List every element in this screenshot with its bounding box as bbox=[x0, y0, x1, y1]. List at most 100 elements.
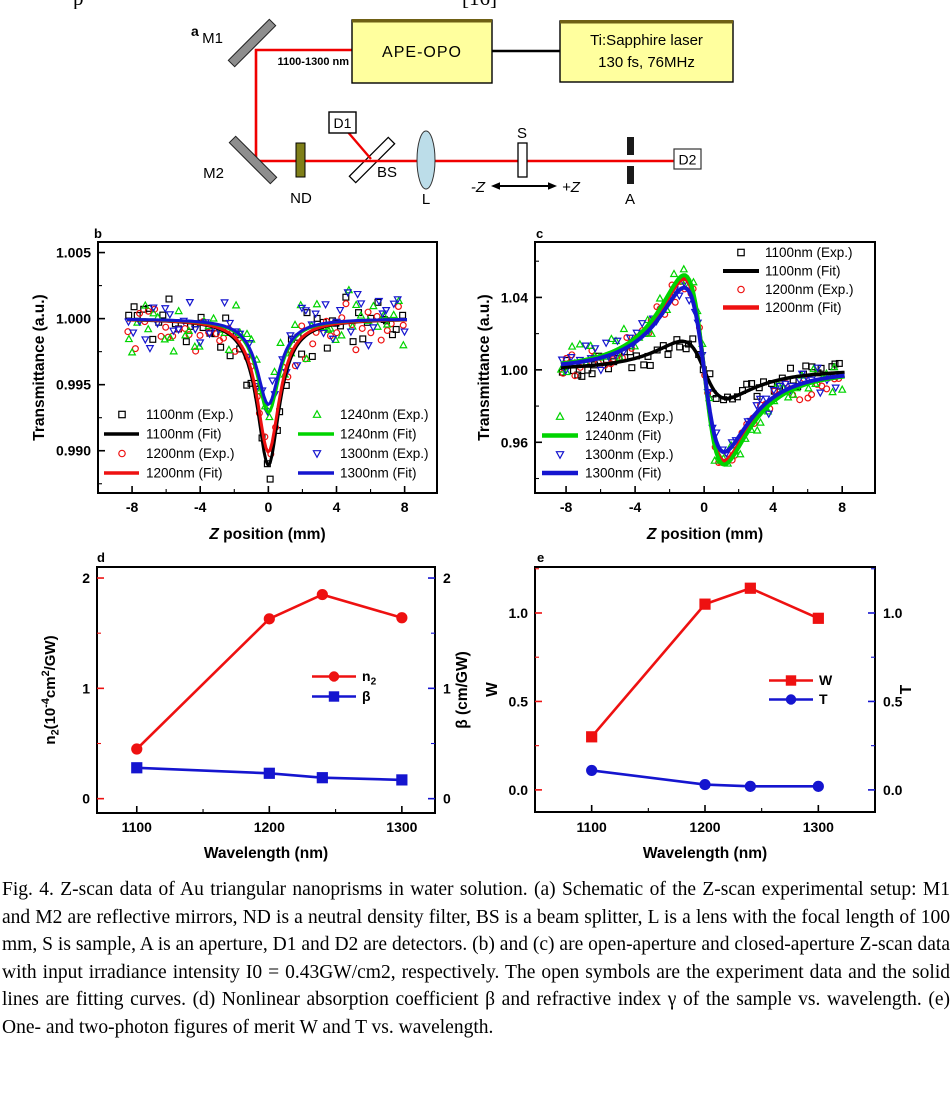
square-marker bbox=[328, 691, 340, 702]
triangle-up-marker bbox=[351, 300, 361, 309]
square-marker bbox=[743, 380, 751, 388]
square-marker bbox=[226, 352, 234, 360]
triangle-down-marker bbox=[328, 335, 338, 344]
triangle-down-marker bbox=[601, 339, 611, 348]
square-marker bbox=[399, 311, 407, 319]
triangle-up-marker bbox=[710, 455, 719, 464]
triangle-down-marker bbox=[301, 307, 311, 316]
triangle-up-marker bbox=[555, 411, 565, 420]
legend-item-label: 1300nm (Exp.) bbox=[340, 446, 429, 461]
mirror-m1-label: M1 bbox=[202, 30, 223, 47]
series-fit-1300nm-fit- bbox=[560, 285, 845, 455]
circle-marker bbox=[131, 743, 143, 755]
triangle-down-marker bbox=[145, 345, 155, 353]
triangle-up-marker bbox=[276, 338, 285, 347]
xtick-label: 1100 bbox=[122, 819, 153, 835]
detector-d1-box bbox=[328, 111, 357, 134]
triangle-down-marker bbox=[128, 329, 138, 338]
triangle-up-marker bbox=[312, 409, 322, 418]
xtick-label: 1200 bbox=[689, 819, 720, 835]
legend-item-label: β bbox=[362, 688, 371, 704]
circle-marker bbox=[808, 391, 816, 399]
square-marker bbox=[699, 598, 711, 610]
zscan-setup-schematic: a M1 M2 1100-1300 nm ND BS D1 L S -Z +Z bbox=[191, 18, 734, 208]
legend-item: 1300nm (Fit) bbox=[298, 466, 417, 481]
triangle-down-marker bbox=[220, 299, 229, 308]
xtick-label: 8 bbox=[401, 499, 409, 515]
triangle-down-marker bbox=[195, 339, 205, 348]
triangle-down-marker bbox=[675, 292, 684, 301]
panel-b-label: b bbox=[94, 226, 102, 241]
square-marker bbox=[359, 335, 367, 343]
square-marker bbox=[835, 359, 843, 367]
square-marker bbox=[182, 338, 190, 346]
series-fit-1240nm-fit- bbox=[126, 317, 408, 414]
triangle-up-marker bbox=[165, 333, 175, 341]
triangle-down-marker bbox=[566, 354, 576, 362]
figure-caption-text: Fig. 4. Z-scan data of Au triangular nan… bbox=[2, 879, 950, 1038]
xtick-label: 8 bbox=[838, 499, 846, 515]
panel-e-label: e bbox=[537, 550, 544, 565]
legend-item: 1240nm (Fit) bbox=[542, 428, 662, 443]
ytick-label-left: 1.005 bbox=[56, 245, 91, 261]
triangle-down-marker bbox=[368, 324, 378, 333]
xtick-label: -4 bbox=[629, 499, 642, 515]
legend-item: 1100nm (Fit) bbox=[104, 427, 222, 442]
truncated-citation-right: [16] bbox=[462, 0, 497, 9]
square-marker bbox=[396, 774, 408, 786]
triangle-up-marker bbox=[312, 299, 322, 308]
legend-item-label: 1100nm (Exp.) bbox=[765, 245, 853, 260]
panel-d-xaxis-title: Wavelength (nm) bbox=[204, 845, 328, 862]
xtick-label: 1200 bbox=[254, 819, 285, 835]
legend-item: T bbox=[769, 691, 828, 707]
triangle-up-marker bbox=[231, 300, 241, 309]
square-marker bbox=[388, 331, 396, 339]
legend-item-label: W bbox=[819, 672, 833, 688]
z-arrowhead-left bbox=[491, 182, 500, 190]
triangle-up-marker bbox=[607, 334, 616, 343]
ytick-label-left: 0.5 bbox=[509, 693, 529, 709]
aperture-bar-top bbox=[627, 137, 634, 155]
circle-marker bbox=[744, 780, 756, 792]
ytick-label-left: 1.00 bbox=[501, 362, 528, 378]
triangle-up-marker bbox=[611, 336, 621, 345]
truncated-text-line: p [16] bbox=[0, 0, 952, 9]
legend-item-label: 1200nm (Exp.) bbox=[146, 446, 235, 461]
triangle-down-marker bbox=[140, 336, 150, 345]
square-marker bbox=[159, 311, 167, 319]
square-marker bbox=[374, 298, 382, 306]
circle-marker bbox=[377, 336, 385, 344]
triangle-down-marker bbox=[637, 320, 647, 328]
circle-marker bbox=[309, 340, 317, 348]
triangle-up-marker bbox=[326, 323, 335, 332]
legend-item-label: 1200nm (Exp.) bbox=[765, 282, 854, 297]
circle-marker bbox=[196, 331, 204, 339]
square-marker bbox=[574, 371, 582, 379]
tisapphire-label-line1: Ti:Sapphire laser bbox=[590, 32, 703, 49]
square-marker bbox=[217, 343, 225, 351]
legend-item: 1300nm (Fit) bbox=[542, 466, 662, 481]
legend-item-label: 1240nm (Exp.) bbox=[340, 407, 429, 422]
legend-item-label: 1240nm (Exp.) bbox=[585, 409, 674, 424]
square-marker bbox=[308, 352, 316, 360]
legend-item-label: 1240nm (Fit) bbox=[340, 427, 417, 442]
circle-marker bbox=[352, 346, 360, 354]
square-marker bbox=[737, 248, 745, 257]
legend-item-label: 1240nm (Fit) bbox=[585, 428, 662, 443]
panel-d-yaxis-title-right: β (cm/GW) bbox=[454, 651, 471, 729]
circle-marker bbox=[364, 308, 372, 316]
z-positive-label: +Z bbox=[562, 179, 581, 196]
detector-d1-label: D1 bbox=[334, 115, 352, 131]
square-marker bbox=[640, 361, 648, 369]
xtick-label: -8 bbox=[126, 499, 139, 515]
circle-marker bbox=[823, 385, 831, 393]
triangle-up-marker bbox=[265, 412, 274, 421]
triangle-down-marker bbox=[321, 301, 330, 310]
legend-item-label: 1100nm (Fit) bbox=[765, 264, 841, 279]
legend-item: 1200nm (Exp.) bbox=[737, 282, 854, 297]
xtick-label: 0 bbox=[264, 499, 272, 515]
square-marker bbox=[646, 361, 654, 369]
opo-box-top-edge bbox=[352, 19, 492, 23]
triangle-down-marker bbox=[813, 364, 822, 373]
legend-item-label: 1100nm (Exp.) bbox=[146, 407, 234, 422]
